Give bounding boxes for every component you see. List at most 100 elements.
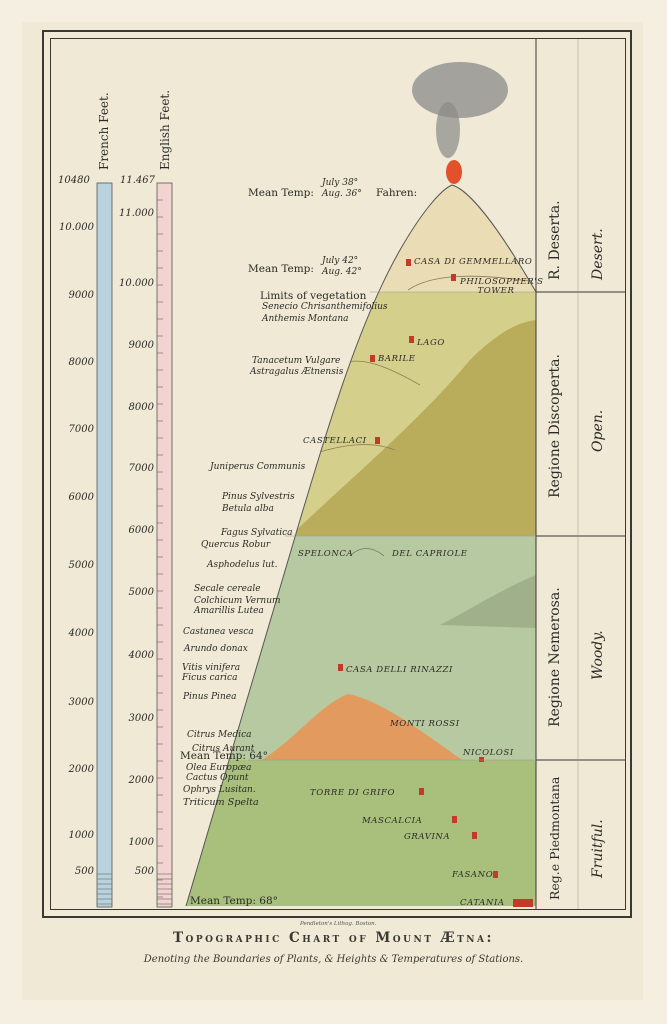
- region-name-deserta: R. Deserta.: [547, 200, 563, 280]
- station-label: Fasano: [452, 870, 494, 880]
- english-tick-label: 10.000: [119, 278, 154, 289]
- summit-temp-values: July 38° Aug. 36°: [322, 178, 362, 200]
- region-name-discoperta: Regione Discoperta.: [547, 354, 563, 498]
- region-name-piedmontana: Reg.e Piedmontana: [547, 776, 562, 900]
- english-top-value: 11.467: [120, 175, 155, 186]
- station-label: Lago: [417, 338, 445, 348]
- region-name-nemerosa: Regione Nemerosa.: [547, 587, 563, 727]
- french-tick-label: 2000: [68, 764, 94, 775]
- station-label: Monti Rossi: [390, 719, 460, 729]
- mountain-outline: [185, 184, 537, 907]
- english-tick-label: 3000: [128, 713, 154, 724]
- engraver-credit: Pendleton's Lithog. Boston.: [300, 921, 377, 927]
- station-marker: [452, 816, 457, 823]
- summit-temp-suffix: Fahren:: [376, 187, 418, 199]
- english-tick-label: 500: [134, 866, 154, 877]
- english-feet-title: English Feet.: [158, 89, 172, 170]
- upper-temp-aug: Aug. 42°: [322, 267, 362, 277]
- inner-frame: [50, 38, 626, 910]
- english-tick-label: 5000: [128, 587, 154, 598]
- plant-label: Juniperus Communis: [210, 462, 306, 472]
- french-tick-label: 1000: [68, 830, 94, 841]
- upper-temp-label: Mean Temp:: [248, 263, 314, 275]
- station-marker: [451, 274, 456, 281]
- station-label: Barile: [378, 354, 416, 364]
- station-marker: [338, 664, 343, 671]
- plant-label: Arundo donax: [184, 644, 248, 654]
- plant-label: Secale cereale: [194, 584, 261, 594]
- plant-label: Amarillis Lutea: [194, 606, 264, 616]
- plant-label: Asphodelus lut.: [207, 560, 278, 570]
- english-tick-label: 1000: [128, 837, 154, 848]
- french-tick-label: 7000: [68, 424, 94, 435]
- region-character-open: Open.: [590, 409, 606, 452]
- english-tick-label: 11.000: [119, 208, 154, 219]
- hill-spelonca: [349, 548, 385, 557]
- plant-label: Pinus Pinea: [183, 692, 237, 702]
- station-marker: [472, 832, 477, 839]
- ridge-open-dark: [290, 320, 536, 536]
- middle-temp-label: Mean Temp: 64°: [180, 750, 268, 762]
- french-feet-title: French Feet.: [97, 92, 111, 170]
- station-label: Spelonca: [298, 549, 354, 559]
- plant-label: Fagus Sylvatica: [221, 528, 293, 538]
- station-label: Philosopher's Tower: [460, 277, 544, 296]
- english-tick-label: 4000: [128, 650, 154, 661]
- station-label: Nicolosi: [463, 748, 514, 758]
- english-scale-bar: [156, 182, 173, 908]
- french-tick-label: 6000: [68, 492, 94, 503]
- french-tick-label: 500: [74, 866, 94, 877]
- station-label: del Capriole: [392, 549, 468, 559]
- smoke-cloud: [412, 62, 508, 118]
- summit-temp-july: July 38°: [322, 178, 359, 188]
- station-label: Mascalcia: [362, 816, 423, 826]
- english-tick-label: 7000: [128, 463, 154, 474]
- plant-label: Pinus Sylvestris: [222, 492, 295, 502]
- english-tick-label: 6000: [128, 525, 154, 536]
- station-marker: [370, 355, 375, 362]
- station-marker: [479, 757, 484, 762]
- french-tick-label: 3000: [68, 697, 94, 708]
- plant-label: Colchicum Vernum: [194, 596, 281, 606]
- french-tick-label: 8000: [68, 357, 94, 368]
- station-marker: [513, 899, 533, 907]
- smoke-column: [436, 102, 460, 158]
- chart-title: Topographic Chart of Mount Ætna:: [173, 930, 494, 946]
- summit-temp-aug: Aug. 36°: [322, 189, 362, 199]
- french-tick-label: 4000: [68, 628, 94, 639]
- english-tick-label: 9000: [128, 340, 154, 351]
- station-label: Gravina: [404, 832, 451, 842]
- plant-label: Triticum Spelta: [183, 797, 259, 808]
- station-marker: [493, 871, 498, 878]
- station-label: Castellaci: [303, 436, 367, 446]
- plant-label: Astragalus Ætnensis: [250, 367, 344, 377]
- french-scale-bar: [96, 182, 113, 908]
- english-tick-label: 8000: [128, 402, 154, 413]
- station-label: Casa delli Rinazzi: [346, 665, 453, 675]
- outer-frame: [42, 30, 632, 918]
- station-marker: [409, 336, 414, 343]
- plant-label: Anthemis Montana: [262, 314, 349, 324]
- french-tick-label: 5000: [68, 560, 94, 571]
- french-tick-label: 10.000: [59, 222, 94, 233]
- zone-fruitful: [186, 760, 536, 906]
- upper-temp-values: July 42° Aug. 42°: [322, 256, 362, 278]
- base-temp-label: Mean Temp: 68°: [190, 895, 278, 907]
- chart-subtitle: Denoting the Boundaries of Plants, & Hei…: [143, 954, 524, 965]
- volcano-fire: [446, 160, 462, 184]
- plant-label: Citrus Aurant: [192, 744, 255, 754]
- region-character-fruitful: Fruitful.: [590, 819, 606, 878]
- region-character-desert: Desert.: [590, 228, 606, 280]
- plant-label: Tanacetum Vulgare: [252, 356, 341, 366]
- plant-label: Senecio Chrisanthemifolius: [262, 302, 388, 312]
- plant-label: Quercus Robur: [201, 540, 271, 550]
- monti-rossi: [262, 694, 462, 760]
- plant-label: Cactus Opunt: [186, 773, 249, 783]
- plant-label: Limits of vegetation: [260, 290, 367, 302]
- french-top-value: 10480: [58, 175, 90, 186]
- plant-label: Olea Europæa: [186, 763, 252, 773]
- plant-label: Ophrys Lusitan.: [183, 785, 256, 795]
- plant-label: Betula alba: [222, 504, 274, 514]
- region-character-woody: Woody.: [590, 630, 606, 680]
